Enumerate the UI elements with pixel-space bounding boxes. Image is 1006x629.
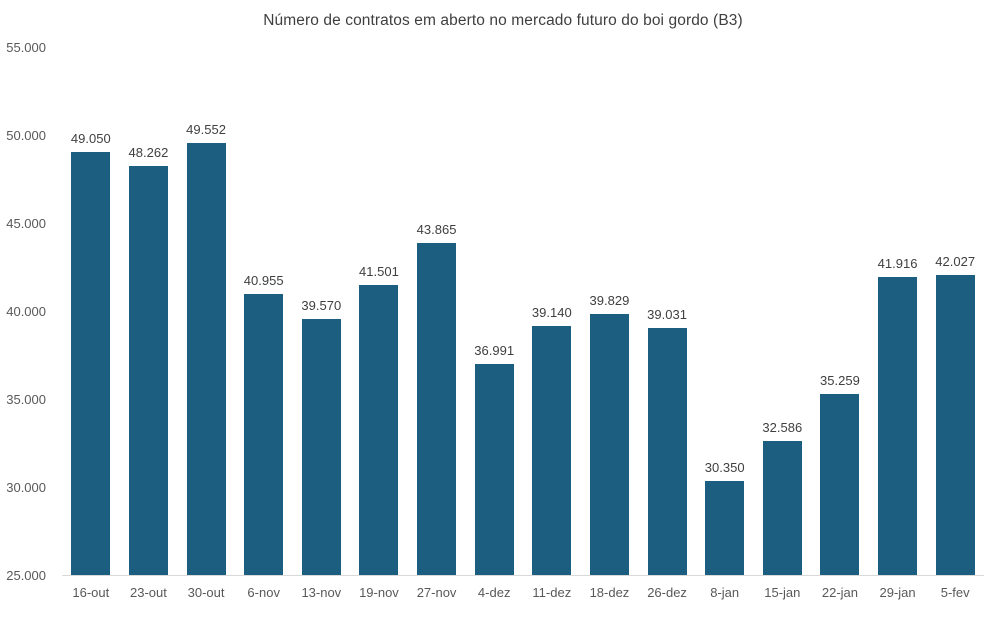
y-tick-label: 55.000 [6,40,46,55]
bar-value-label: 39.570 [301,297,342,313]
bar [935,275,975,575]
bar [71,151,111,575]
bar [820,394,860,575]
bar-value-label: 39.829 [589,293,630,308]
x-tick-label: 11-dez [532,585,572,600]
y-tick-label: 25.000 [6,568,46,583]
x-tick-label: 8-jan [710,585,740,600]
bar-value-label: 39.031 [647,307,687,323]
bar-value-label: 30.350 [704,459,745,475]
bar-value-label: 36.991 [474,342,515,358]
bar [128,165,168,575]
bar [301,318,341,575]
bar-value-label: 49.050 [70,130,111,146]
bar [359,284,399,575]
bar [705,480,745,575]
x-tick-label: 27-nov [416,585,457,600]
bar-value-label: 35.259 [820,373,860,389]
x-tick-label: 23-out [130,585,167,600]
bar [244,294,284,575]
y-tick-label: 35.000 [6,392,46,407]
x-tick-label: 18-dez [589,585,630,600]
bar-value-label: 43.865 [416,221,457,237]
bar-value-label: 32.586 [762,420,803,436]
bar-value-label: 41.501 [359,263,399,279]
x-tick-label: 13-nov [301,585,342,600]
bar [186,142,226,575]
bar [647,328,687,575]
x-tick-label: 19-nov [359,585,399,600]
bar-value-label: 48.262 [128,144,169,160]
chart-title: Número de contratos em aberto no mercado… [263,12,743,29]
bar-value-label: 40.955 [243,273,284,289]
bar [589,314,629,575]
x-tick-label: 16-out [72,585,110,600]
bar [532,326,572,575]
bar-value-label: 39.140 [531,305,572,321]
y-tick-label: 30.000 [6,480,46,495]
x-tick-label: 15-jan [764,585,801,600]
bar-value-label: 41.916 [877,256,918,272]
x-tick-label: 5-fev [940,585,970,600]
bar-value-label: 42.027 [935,254,976,270]
y-tick-label: 45.000 [6,216,46,231]
bar [417,242,457,575]
y-tick-label: 50.000 [6,128,46,143]
x-tick-label: 30-out [187,585,225,600]
x-axis-line [62,575,984,576]
x-tick-label: 22-jan [821,585,858,600]
bar [474,363,514,575]
x-tick-label: 4-dez [477,585,511,600]
bar [762,441,802,575]
bar [878,277,918,575]
bar-value-label: 49.552 [186,121,226,137]
x-tick-label: 29-jan [879,585,916,600]
x-tick-label: 26-dez [647,585,687,600]
x-tick-label: 6-nov [247,585,280,600]
y-tick-label: 40.000 [6,304,46,319]
